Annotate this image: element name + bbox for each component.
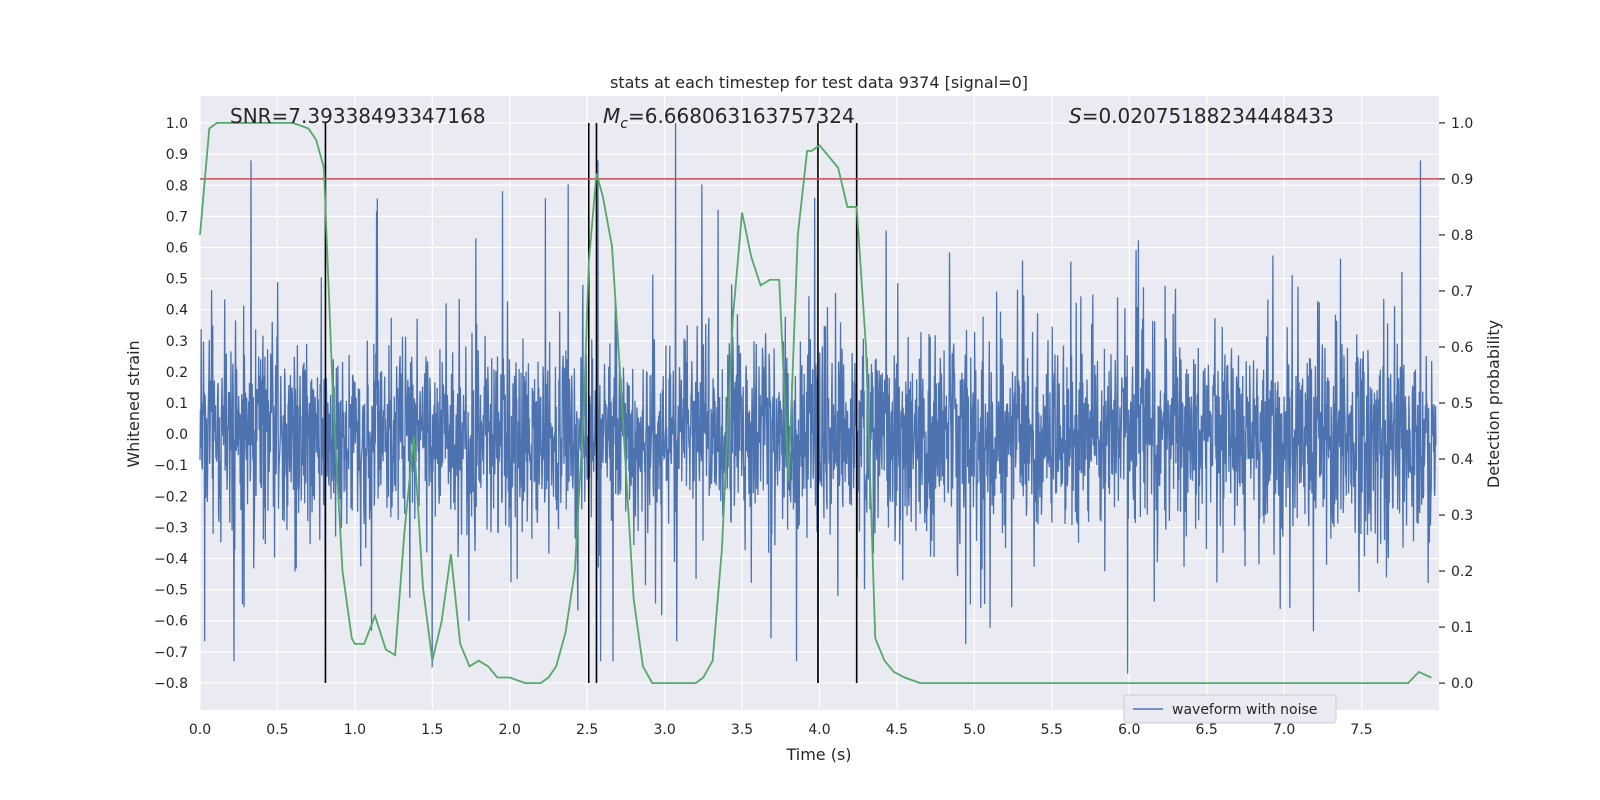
- y-tick-label: 0.6: [166, 240, 188, 256]
- y2-tick-label: 0.3: [1451, 508, 1473, 524]
- x-tick-label: 3.0: [653, 722, 675, 738]
- legend-label: waveform with noise: [1172, 702, 1317, 718]
- x-tick-label: 2.5: [576, 722, 598, 738]
- y-tick-label: 0.4: [166, 303, 188, 319]
- s-symbol: S: [1069, 104, 1082, 128]
- y2-tick-label: 0.5: [1451, 396, 1473, 412]
- y-tick-label: −0.4: [154, 552, 188, 568]
- y-tick-label: 0.5: [166, 272, 188, 288]
- y2-tick-label: 0.8: [1451, 228, 1473, 244]
- y-tick-label: 0.9: [166, 147, 188, 163]
- x-tick-label: 1.5: [421, 722, 443, 738]
- y-tick-label: 1.0: [166, 116, 188, 132]
- x-tick-label: 7.0: [1273, 722, 1295, 738]
- x-tick-label: 6.0: [1118, 722, 1140, 738]
- y-tick-label: −0.6: [154, 614, 188, 630]
- s-value: =0.02075188234448433: [1082, 104, 1334, 128]
- y2-tick-label: 0.0: [1451, 676, 1473, 692]
- chirp-mass-subscript: c: [620, 116, 628, 132]
- s-annotation: S=0.02075188234448433: [1069, 104, 1334, 128]
- x-tick-label: 4.0: [808, 722, 830, 738]
- y-tick-label: −0.3: [154, 520, 188, 536]
- y2-tick-label: 0.2: [1451, 564, 1473, 580]
- y2-tick-label: 0.9: [1451, 172, 1473, 188]
- y-tick-label: 0.1: [166, 396, 188, 412]
- x-tick-label: 5.0: [963, 722, 985, 738]
- x-tick-label: 2.0: [499, 722, 521, 738]
- x-axis-label: Time (s): [785, 745, 851, 764]
- series-detection-probability: [199, 121, 1432, 685]
- y-tick-label: 0.2: [166, 365, 188, 381]
- y-tick-label: 0.8: [166, 178, 188, 194]
- y-axis-label: Whitened strain: [124, 340, 143, 467]
- x-tick-label: 5.5: [1041, 722, 1063, 738]
- y2-axis-ticks: 1.0 0.9 0.8 0.7 0.6 0.5 0.4 0.3 0.2 0.1 0.0: [1439, 116, 1473, 692]
- y-tick-label: 0.3: [166, 334, 188, 350]
- x-tick-label: 3.5: [731, 722, 753, 738]
- x-tick-label: 4.5: [886, 722, 908, 738]
- y-tick-label: −0.8: [154, 676, 188, 692]
- y-tick-label: 0.7: [166, 209, 188, 225]
- legend-box: [1123, 694, 1337, 724]
- y-tick-label: −0.1: [154, 458, 188, 474]
- chirp-mass-value: =6.668063163757324: [628, 104, 855, 128]
- snr-annotation: SNR=7.39338493347168: [230, 104, 486, 128]
- x-axis-ticks: 0.0 0.5 1.0 1.5 2.0 2.5 3.0 3.5 4.0 4.5 5.0 5.5 6.0 6…: [189, 722, 1373, 738]
- x-tick-label: 0.5: [266, 722, 288, 738]
- y-tick-label: −0.5: [154, 583, 188, 599]
- y2-tick-label: 0.1: [1451, 620, 1473, 636]
- y2-tick-label: 0.6: [1451, 340, 1473, 356]
- chart-title: stats at each timestep for test data 937…: [610, 73, 1028, 92]
- y-axis-ticks: 1.0 0.9 0.8 0.7 0.6 0.5 0.4 0.3 0.2 0.1 0.0 −0.1 −0.…: [154, 116, 188, 692]
- y-tick-label: −0.7: [154, 645, 188, 661]
- y-tick-label: −0.2: [154, 489, 188, 505]
- y-tick-label: 0.0: [166, 427, 188, 443]
- y2-tick-label: 0.7: [1451, 284, 1473, 300]
- chirp-mass-annotation: Mc=6.668063163757324: [603, 104, 855, 132]
- x-tick-label: 6.5: [1196, 722, 1218, 738]
- x-tick-label: 7.5: [1350, 722, 1372, 738]
- x-tick-label: 1.0: [344, 722, 366, 738]
- legend: waveform with noise: [1123, 694, 1337, 724]
- y2-tick-label: 0.4: [1451, 452, 1473, 468]
- y2-tick-label: 1.0: [1451, 116, 1473, 132]
- chirp-mass-symbol: M: [603, 104, 620, 128]
- detection-probability-line: [199, 121, 1432, 685]
- x-tick-label: 0.0: [189, 722, 211, 738]
- y2-axis-label: Detection probability: [1484, 320, 1503, 488]
